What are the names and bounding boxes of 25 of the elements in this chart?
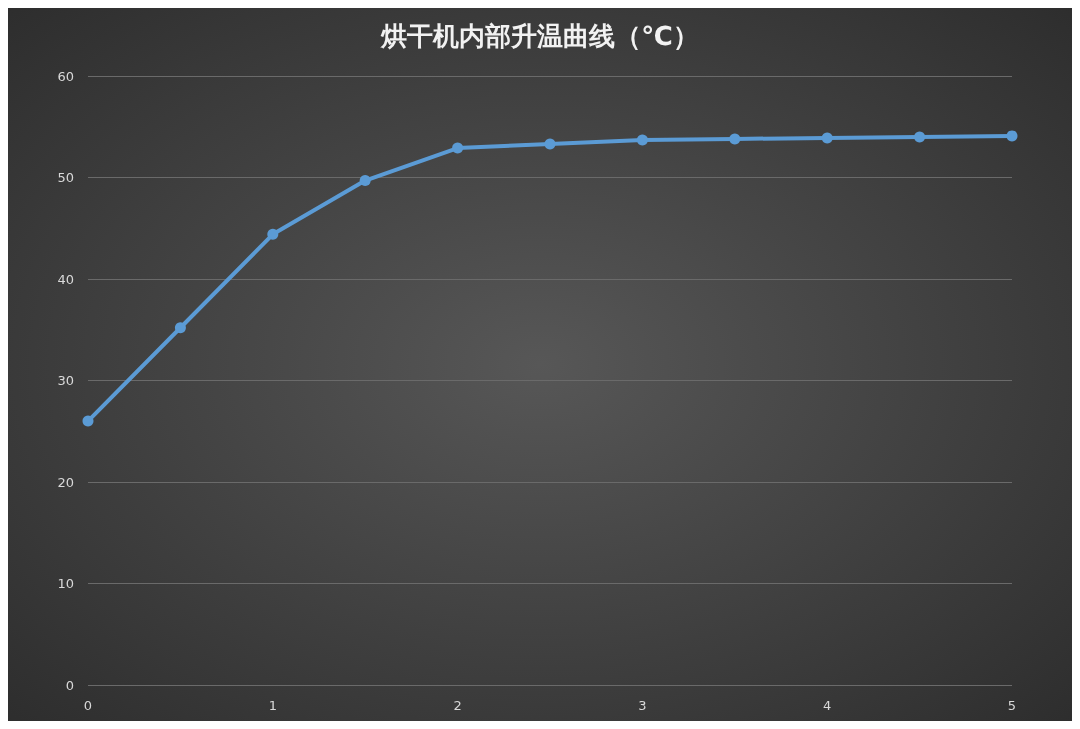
y-tick-label: 0 [65,677,74,693]
point [914,131,926,143]
y-tick-label: 50 [57,170,74,185]
chart-title: 烘干机内部升温曲线（℃） [380,21,699,51]
x-tick-label: 1 [268,698,277,713]
y-tick-label: 40 [57,271,74,287]
y-tick-label: 20 [57,474,74,490]
x-tick-label: 0 [83,698,93,713]
point [1006,130,1018,142]
point [729,133,741,145]
x-tick-label: 3 [638,698,647,713]
point [174,322,186,334]
y-tick-label: 60 [57,68,74,84]
point [544,138,556,150]
y-tick-label: 10 [57,576,74,591]
point [82,415,94,427]
point [636,134,648,146]
point [821,132,833,144]
x-tick-label: 4 [823,698,832,713]
y-tick-label: 30 [57,373,74,388]
point [267,228,279,240]
x-tick-label: 5 [1007,698,1017,713]
x-tick-label: 2 [453,698,462,713]
point [359,175,371,187]
point [452,142,464,154]
